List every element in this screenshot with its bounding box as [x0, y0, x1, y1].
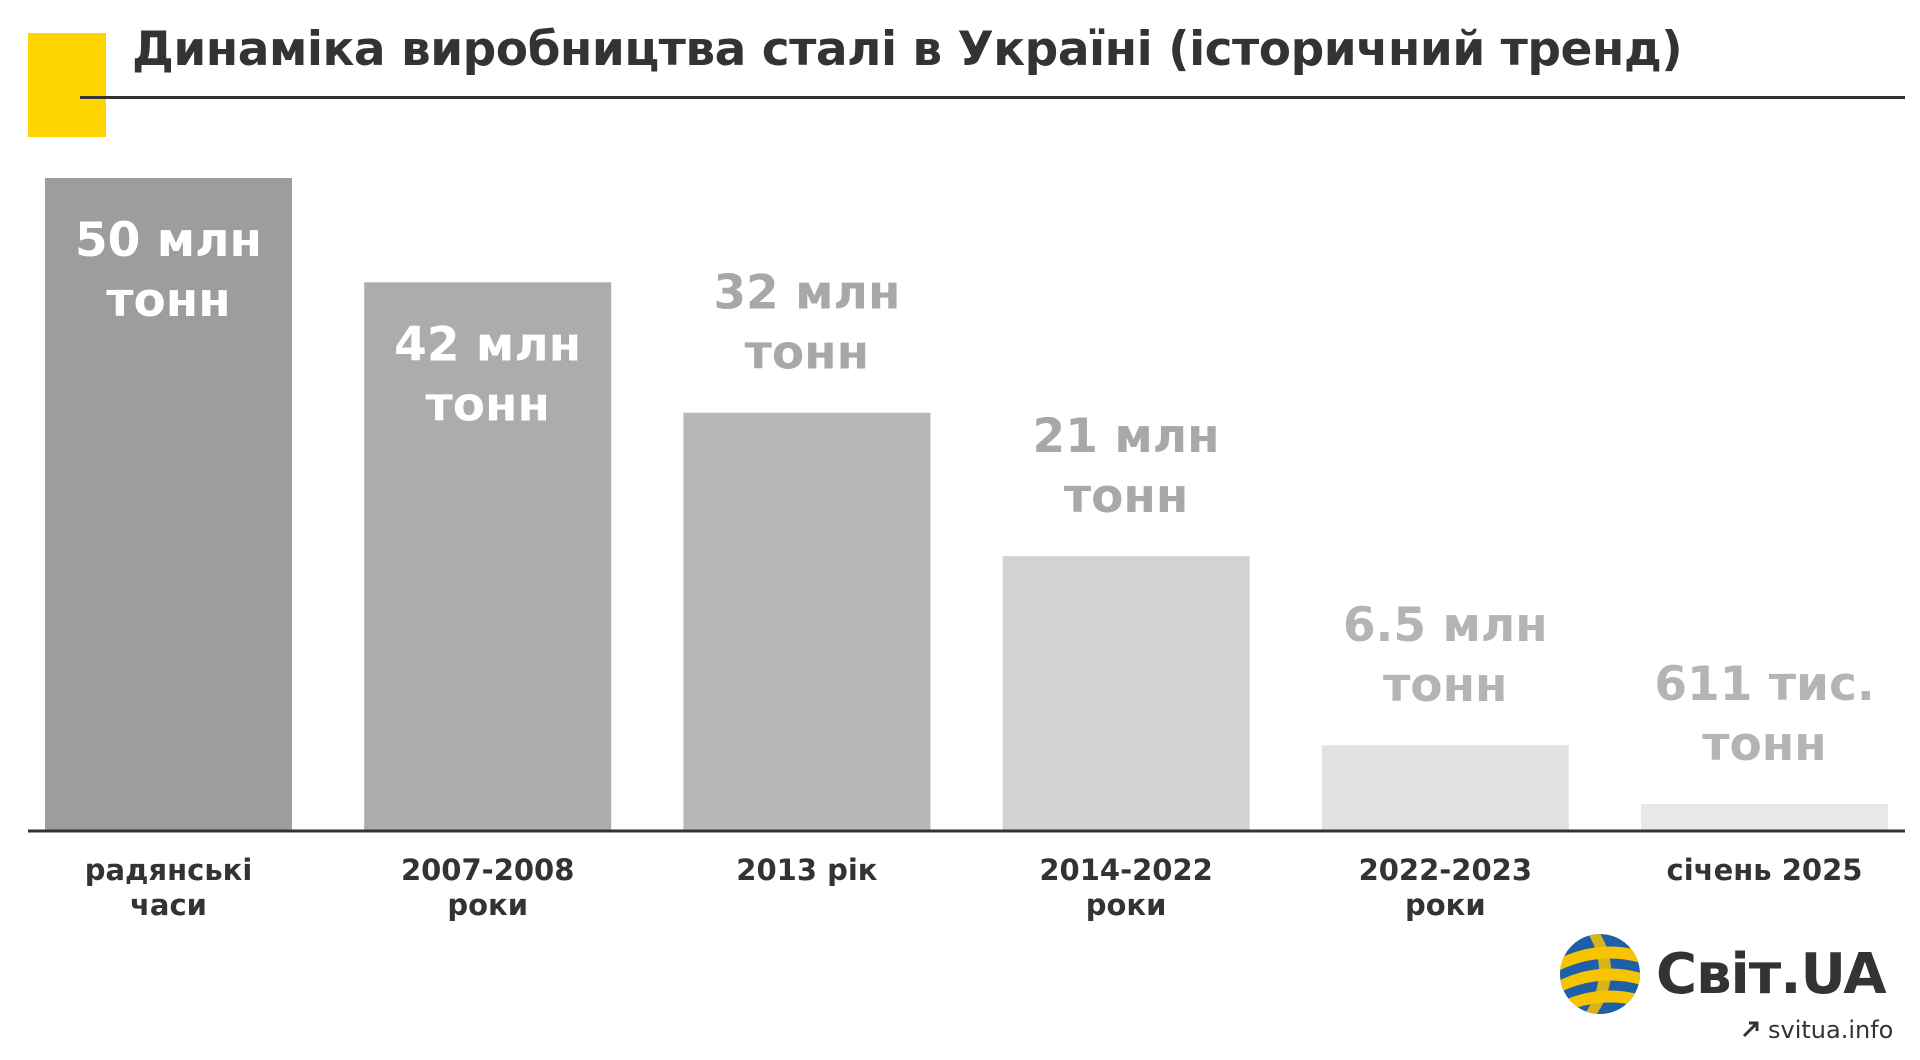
value-label-1-1: тонн: [425, 377, 549, 432]
bar-0: [45, 178, 292, 830]
category-label-1-1: роки: [447, 888, 528, 922]
title-underline: [80, 96, 1905, 99]
category-label-3-1: роки: [1086, 888, 1167, 922]
category-label-4-0: 2022-2023: [1359, 853, 1532, 887]
value-label-3-1: тонн: [1064, 469, 1188, 524]
value-label-0-1: тонн: [106, 273, 230, 328]
site-url: svitua.info: [1768, 1016, 1894, 1044]
value-label-5-0: 611 тис.: [1654, 657, 1874, 712]
value-label-2-0: 32 млн: [713, 266, 900, 321]
accent-square: [28, 33, 106, 137]
bar-2: [683, 412, 931, 830]
category-label-4-1: роки: [1405, 888, 1486, 922]
bar-4: [1321, 745, 1569, 830]
category-label-5-0: січень 2025: [1667, 853, 1863, 887]
chart-title: Динаміка виробництва сталі в Україні (іс…: [132, 22, 1683, 77]
value-label-0-0: 50 млн: [75, 213, 262, 268]
bar-3: [1002, 556, 1250, 830]
bar-5: [1641, 804, 1888, 830]
category-label-0-0: радянські: [85, 853, 253, 887]
bar-1: [364, 282, 612, 830]
category-label-2-0: 2013 рік: [736, 853, 878, 887]
category-label-1-0: 2007-2008: [401, 853, 574, 887]
value-label-5-1: тонн: [1702, 717, 1826, 772]
globe-logo-icon: [1560, 934, 1640, 1014]
category-label-0-1: часи: [130, 888, 207, 922]
value-label-4-1: тонн: [1383, 658, 1507, 713]
value-label-4-0: 6.5 млн: [1343, 598, 1548, 653]
arrow-icon: [1742, 1021, 1759, 1038]
value-label-1-0: 42 млн: [394, 317, 581, 372]
brand-name: Світ.UA: [1656, 942, 1887, 1007]
category-label-3-0: 2014-2022: [1039, 853, 1212, 887]
value-label-2-1: тонн: [745, 326, 869, 381]
value-label-3-0: 21 млн: [1033, 409, 1220, 464]
